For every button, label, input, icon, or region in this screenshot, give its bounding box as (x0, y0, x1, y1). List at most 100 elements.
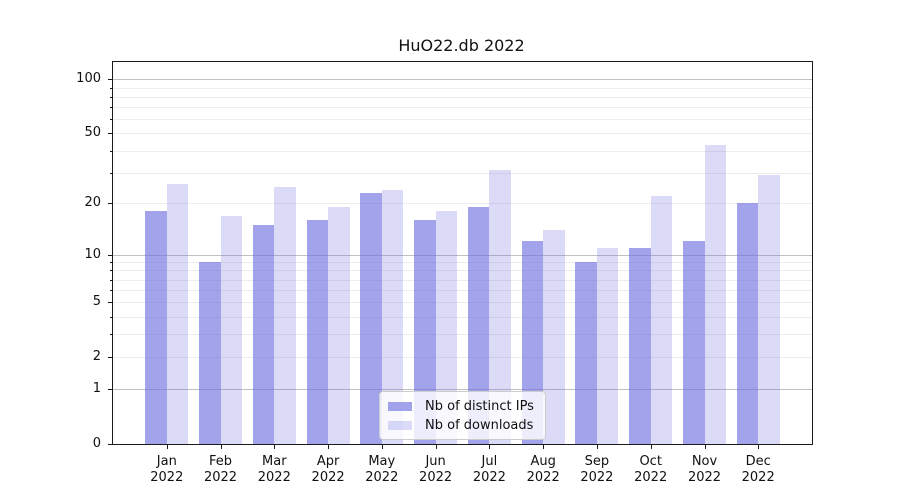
x-tick-label-jun: Jun 2022 (419, 454, 453, 485)
y-tick-label-20: 20 (84, 195, 101, 211)
y-tick-100 (108, 79, 112, 81)
x-tick-oct (650, 445, 652, 449)
x-tick-jan (166, 445, 168, 449)
bar-nb-of-downloads-aug (543, 230, 565, 444)
bar-nb-of-distinct-ips-sep (575, 262, 597, 444)
gridline-4 (113, 316, 812, 318)
gridline-2 (113, 357, 812, 359)
bar-nb-of-distinct-ips-oct (629, 247, 651, 444)
legend: Nb of distinct IPs Nb of downloads (379, 391, 546, 440)
y-minor-tick-50 (110, 133, 112, 135)
bar-nb-of-downloads-may (381, 189, 404, 444)
x-tick-label-nov: Nov 2022 (687, 454, 722, 485)
x-tick-label-jul: Jul 2022 (472, 454, 506, 485)
y-minor-tick-70 (110, 107, 112, 109)
gridline-90 (113, 87, 812, 89)
x-tick-label-feb: Feb 2022 (203, 454, 238, 485)
y-tick-label-10: 10 (84, 246, 101, 262)
x-tick-label-apr: Apr 2022 (311, 454, 345, 485)
y-tick-label-0: 0 (92, 436, 101, 451)
y-tick-1 (108, 389, 112, 391)
y-minor-tick-9 (110, 262, 112, 263)
gridline-7 (113, 279, 812, 281)
bar-nb-of-distinct-ips-jan (145, 211, 167, 444)
bar-nb-of-downloads-jul (489, 170, 511, 444)
y-tick-label-100: 100 (76, 71, 101, 87)
x-tick-label-may: May 2022 (365, 454, 399, 485)
y-minor-tick-8 (110, 270, 112, 272)
y-minor-tick-20 (110, 203, 112, 205)
gridline-60 (113, 119, 812, 121)
x-tick-label-aug: Aug 2022 (526, 454, 560, 485)
x-tick-aug (543, 445, 545, 449)
bar-nb-of-distinct-ips-feb (199, 262, 221, 444)
y-minor-tick-60 (110, 119, 112, 121)
plot-area: Nb of distinct IPs Nb of downloads (112, 61, 813, 445)
y-minor-tick-6 (110, 290, 112, 292)
x-tick-mar (274, 445, 276, 449)
bar-nb-of-distinct-ips-apr (306, 220, 329, 444)
legend-row-downloads: Nb of downloads (388, 417, 537, 434)
y-minor-tick-4 (110, 316, 112, 318)
gridline-6 (113, 290, 812, 292)
x-tick-jun (435, 445, 437, 449)
x-tick-label-oct: Oct 2022 (634, 454, 668, 485)
gridline-50 (113, 133, 812, 135)
bar-nb-of-downloads-jan (166, 183, 189, 444)
bar-nb-of-downloads-jun (435, 211, 458, 444)
legend-swatch-distinct-ips-icon (388, 402, 412, 411)
legend-label-downloads: Nb of downloads (425, 418, 534, 433)
y-minor-tick-80 (110, 96, 112, 98)
legend-swatch-downloads-icon (388, 421, 412, 430)
y-tick-label-50: 50 (84, 125, 101, 141)
x-tick-dec (758, 445, 760, 449)
y-minor-tick-40 (110, 150, 112, 152)
y-tick-10 (108, 254, 112, 256)
chart-title: HuO22.db 2022 (398, 36, 525, 55)
y-minor-tick-3 (110, 334, 112, 336)
gridline-30 (113, 172, 812, 174)
y-minor-tick-2 (110, 357, 112, 359)
x-tick-apr (328, 445, 330, 449)
legend-label-distinct-ips: Nb of distinct IPs (425, 399, 534, 414)
gridline-1 (113, 389, 812, 391)
x-tick-jul (489, 445, 491, 449)
x-tick-label-jan: Jan 2022 (150, 454, 184, 485)
gridline-5 (113, 302, 812, 304)
gridline-20 (113, 203, 812, 205)
bar-nb-of-distinct-ips-may (360, 192, 382, 444)
y-tick-label-5: 5 (92, 294, 101, 310)
y-minor-tick-5 (110, 302, 112, 304)
bar-nb-of-distinct-ips-dec (736, 203, 759, 444)
y-minor-tick-90 (110, 87, 112, 89)
y-tick-label-2: 2 (92, 349, 101, 365)
bar-nb-of-distinct-ips-mar (252, 224, 275, 444)
x-tick-label-mar: Mar 2022 (257, 454, 291, 485)
x-tick-feb (220, 445, 222, 449)
y-minor-tick-7 (110, 279, 112, 281)
bar-nb-of-downloads-apr (328, 207, 350, 444)
bar-nb-of-downloads-nov (704, 144, 726, 444)
x-tick-label-sep: Sep 2022 (580, 454, 614, 485)
bar-nb-of-downloads-mar (274, 186, 296, 444)
y-minor-tick-30 (110, 172, 112, 174)
bar-nb-of-downloads-sep (596, 247, 619, 444)
x-tick-nov (704, 445, 706, 449)
gridline-80 (113, 96, 812, 98)
gridline-40 (113, 150, 812, 152)
bar-nb-of-distinct-ips-jun (414, 220, 436, 444)
bar-nb-of-downloads-oct (650, 196, 673, 444)
bar-nb-of-distinct-ips-jul (467, 207, 490, 444)
gridline-100 (113, 79, 812, 81)
x-tick-may (381, 445, 383, 449)
bar-nb-of-distinct-ips-nov (683, 241, 705, 444)
y-tick-label-1: 1 (92, 381, 101, 397)
gridline-70 (113, 107, 812, 109)
gridline-9 (113, 262, 812, 263)
gridline-10 (113, 254, 812, 256)
bar-nb-of-downloads-dec (758, 175, 780, 444)
x-tick-sep (596, 445, 598, 449)
bar-nb-of-downloads-feb (220, 215, 242, 444)
legend-row-distinct-ips: Nb of distinct IPs (388, 398, 537, 415)
